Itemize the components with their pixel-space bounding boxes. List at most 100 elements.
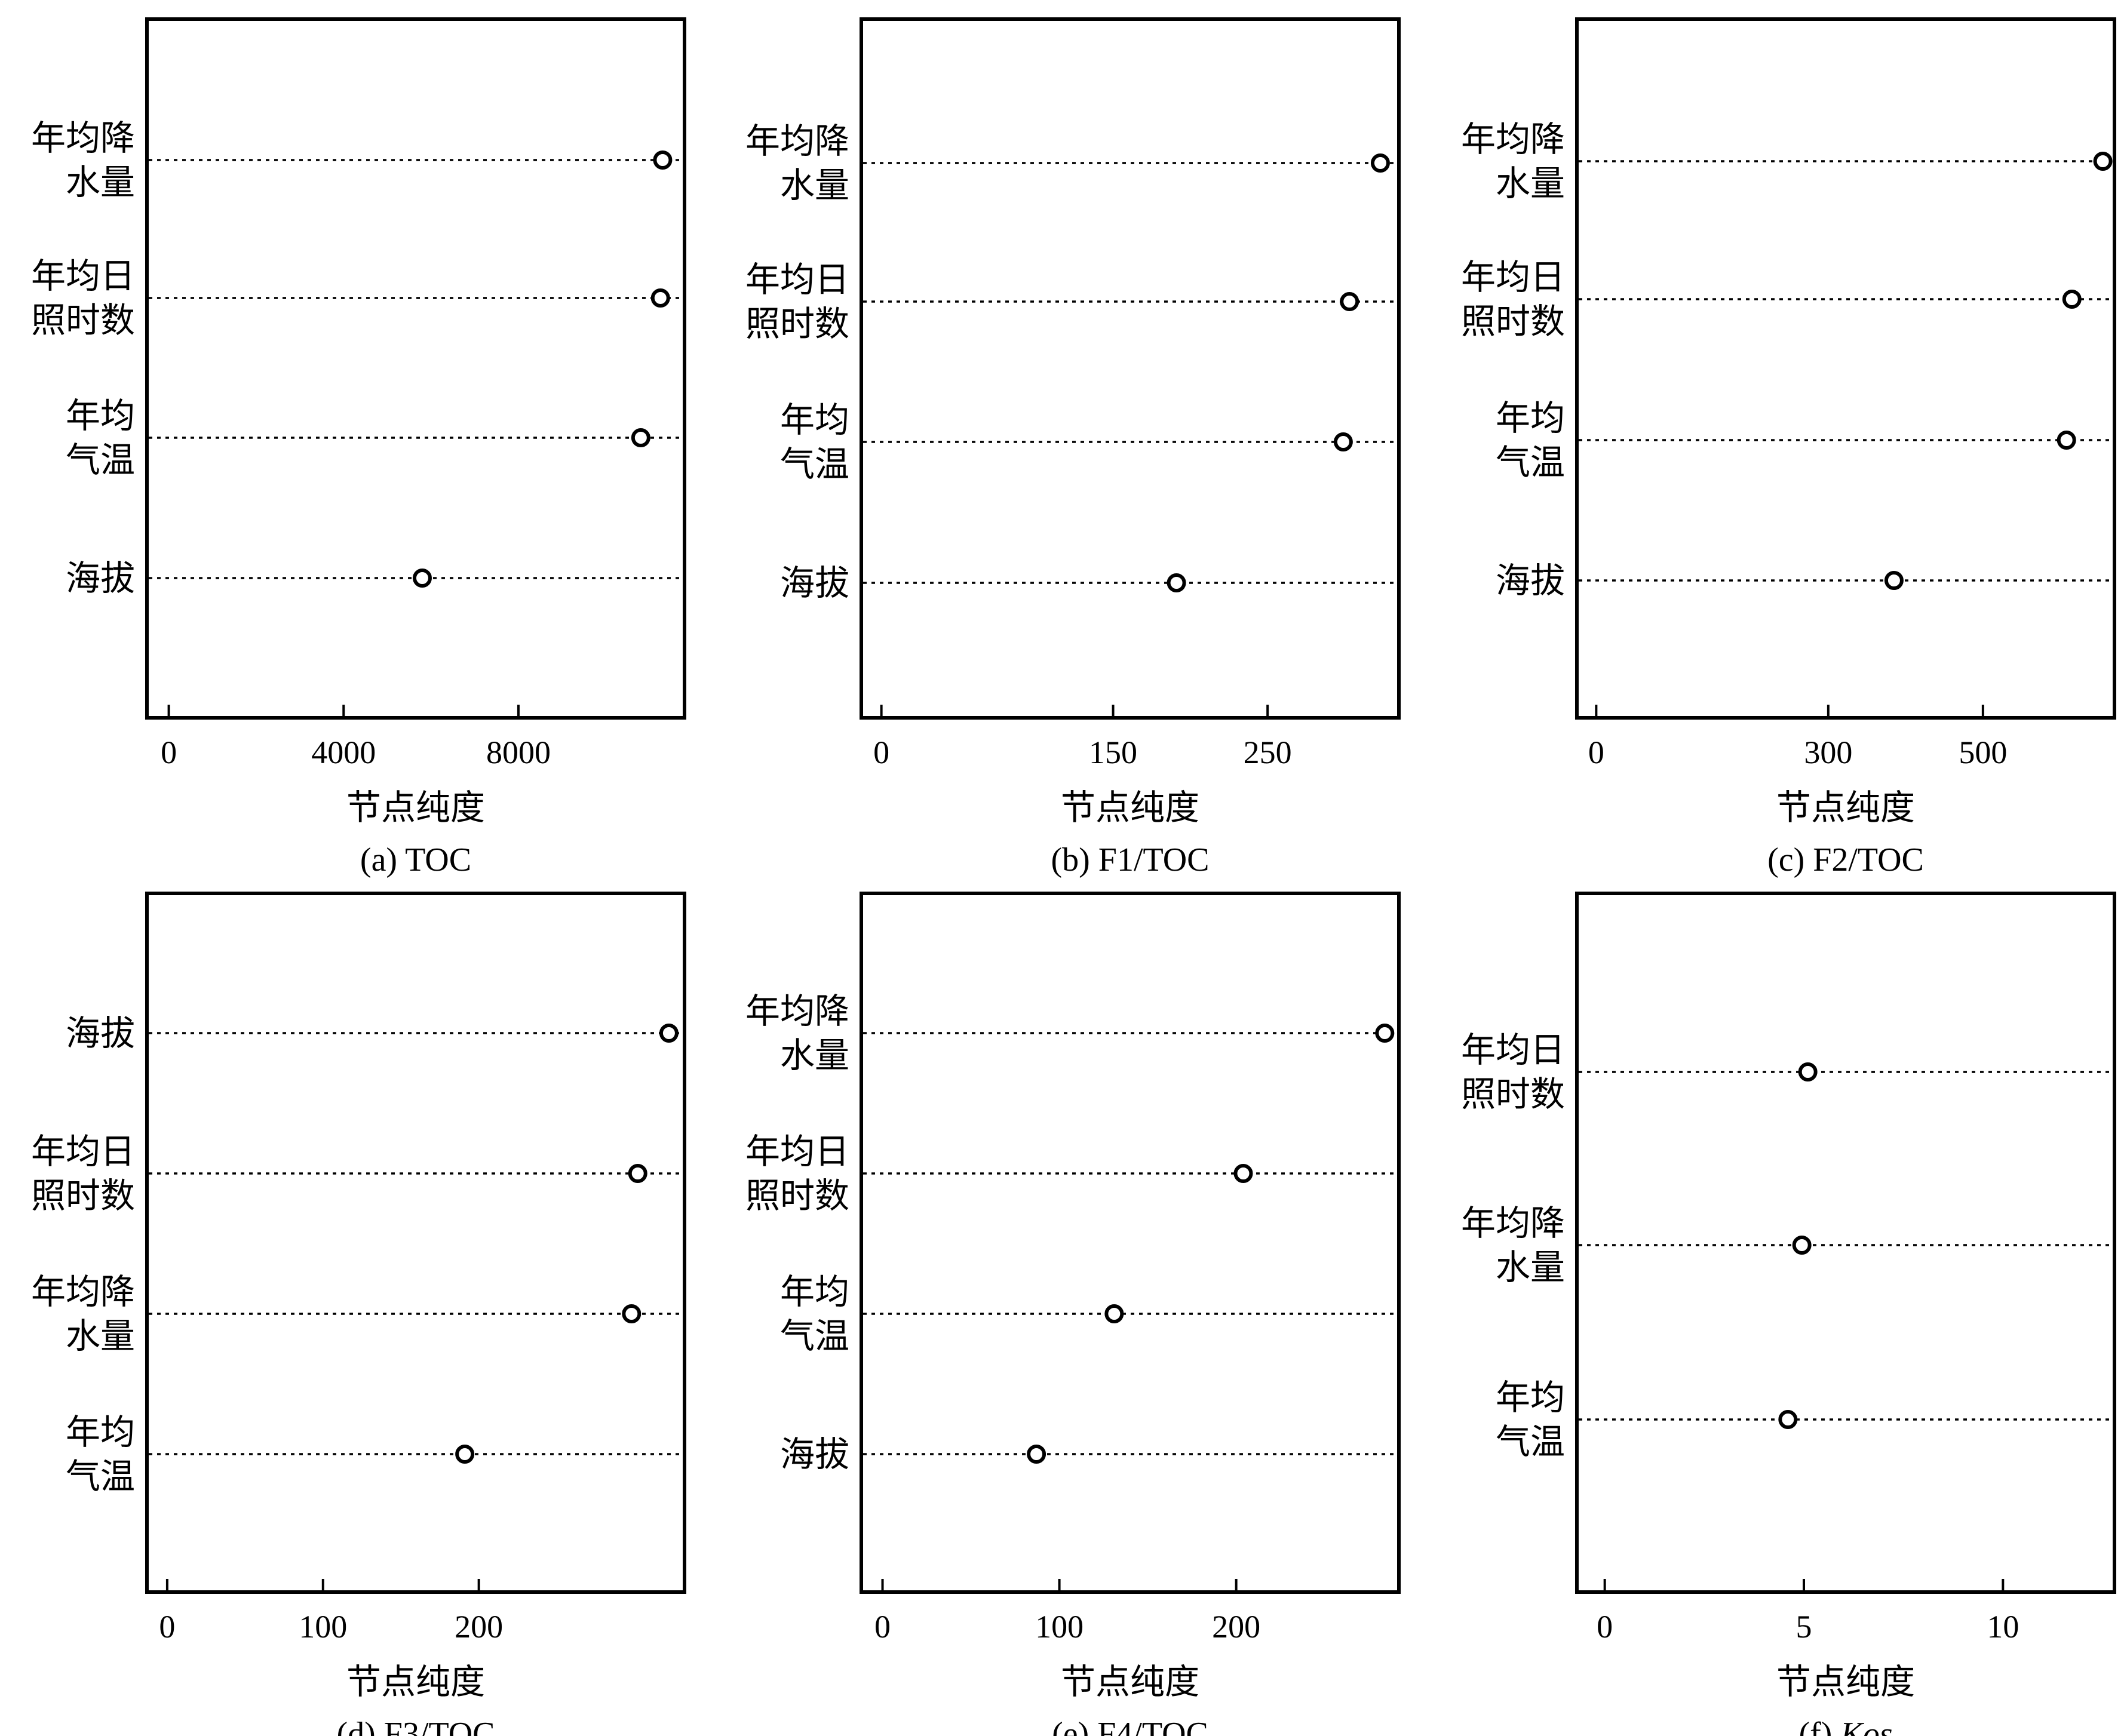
- data-point: [659, 1024, 679, 1043]
- data-point: [1798, 1062, 1818, 1081]
- data-point: [1104, 1304, 1124, 1323]
- data-point: [412, 569, 432, 588]
- x-tick-label: 5: [1796, 1609, 1812, 1645]
- category-label: 气温: [1496, 1421, 1565, 1462]
- x-tick-label: 300: [1804, 735, 1852, 770]
- category-label: 年均日: [1461, 1030, 1565, 1070]
- category-label: 年均: [780, 400, 849, 440]
- category-label: 照时数: [31, 1175, 135, 1216]
- plot-frame: [860, 892, 1401, 1594]
- category-label: 年均: [1496, 398, 1565, 438]
- category-label: 照时数: [745, 1175, 849, 1216]
- category-label: 年均降: [31, 1271, 135, 1312]
- category-label: 照时数: [1461, 301, 1565, 342]
- category-label: 年均: [66, 395, 135, 436]
- data-point: [1375, 1024, 1395, 1043]
- plot-frame: [1575, 17, 2116, 720]
- panel-caption: (c) F2/TOC: [1767, 841, 1924, 878]
- category-label: 年均: [66, 1412, 135, 1452]
- category-label: 水量: [1496, 163, 1565, 204]
- x-tick-label: 0: [1597, 1609, 1613, 1645]
- plot-frame: [1575, 892, 2116, 1594]
- x-tick-label: 10: [1987, 1609, 2019, 1645]
- x-tick-label: 250: [1244, 735, 1292, 770]
- plot-frame: [860, 17, 1401, 720]
- category-label: 海拔: [66, 558, 135, 598]
- x-tick-label: 100: [1035, 1609, 1084, 1645]
- data-point: [1233, 1164, 1253, 1183]
- category-label: 照时数: [1461, 1074, 1565, 1114]
- x-tick-label: 200: [455, 1609, 503, 1645]
- data-point: [455, 1445, 475, 1464]
- category-label: 年均降: [745, 991, 849, 1031]
- plot-frame: [145, 892, 686, 1594]
- category-label: 水量: [66, 162, 135, 202]
- data-point: [631, 428, 650, 447]
- x-tick-label: 200: [1212, 1609, 1260, 1645]
- data-point: [628, 1164, 647, 1183]
- category-label: 年均降: [1461, 1203, 1565, 1243]
- category-label: 年均日: [31, 256, 135, 296]
- category-label: 年均降: [745, 121, 849, 161]
- category-label: 海拔: [780, 1434, 849, 1474]
- data-point: [650, 288, 670, 308]
- data-point: [2093, 152, 2113, 171]
- data-point: [1333, 432, 1353, 451]
- data-point: [1370, 153, 1390, 173]
- category-label: 水量: [780, 165, 849, 205]
- x-tick-label: 0: [159, 1609, 175, 1645]
- x-axis-label: 节点纯度: [1061, 1661, 1199, 1702]
- data-point: [1340, 292, 1359, 311]
- x-tick-label: 0: [161, 735, 177, 770]
- category-label: 年均: [780, 1271, 849, 1312]
- category-label: 气温: [66, 1456, 135, 1497]
- category-label: 年均日: [31, 1131, 135, 1172]
- category-label: 年均日: [1461, 257, 1565, 297]
- x-axis-label: 节点纯度: [1776, 787, 1915, 828]
- panel-caption: (b) F1/TOC: [1051, 841, 1210, 878]
- data-point: [1027, 1445, 1046, 1464]
- data-point: [1778, 1410, 1798, 1429]
- plot-frame: [145, 17, 686, 720]
- category-label: 年均降: [1461, 119, 1565, 159]
- category-label: 照时数: [31, 300, 135, 340]
- panel-caption: (d) F3/TOC: [337, 1716, 495, 1736]
- x-tick-label: 0: [1588, 735, 1604, 770]
- x-tick-label: 0: [873, 735, 889, 770]
- x-tick-label: 8000: [486, 735, 551, 770]
- panel-caption: (f) Kos: [1798, 1716, 1892, 1736]
- category-label: 海拔: [780, 563, 849, 603]
- data-point: [622, 1304, 642, 1323]
- x-axis-label: 节点纯度: [1061, 787, 1199, 828]
- category-label: 水量: [780, 1035, 849, 1076]
- category-label: 照时数: [745, 303, 849, 344]
- x-tick-label: 4000: [311, 735, 376, 770]
- data-point: [2062, 290, 2082, 309]
- x-tick-label: 0: [874, 1609, 891, 1645]
- data-point: [653, 150, 673, 170]
- panel-caption: (a) TOC: [360, 841, 471, 878]
- category-label: 年均日: [745, 1131, 849, 1172]
- category-label: 气温: [1496, 442, 1565, 483]
- panel-caption: (e) F4/TOC: [1052, 1716, 1208, 1736]
- data-point: [2057, 431, 2076, 450]
- x-tick-label: 100: [299, 1609, 347, 1645]
- x-axis-label: 节点纯度: [346, 787, 485, 828]
- category-label: 水量: [1496, 1247, 1565, 1288]
- data-point: [1792, 1236, 1812, 1255]
- x-axis-label: 节点纯度: [346, 1661, 485, 1702]
- data-point: [1167, 573, 1186, 592]
- category-label: 气温: [780, 444, 849, 484]
- category-label: 气温: [66, 440, 135, 480]
- data-point: [1884, 571, 1904, 590]
- category-label: 年均: [1496, 1377, 1565, 1418]
- category-label: 海拔: [1496, 560, 1565, 601]
- category-label: 海拔: [66, 1013, 135, 1053]
